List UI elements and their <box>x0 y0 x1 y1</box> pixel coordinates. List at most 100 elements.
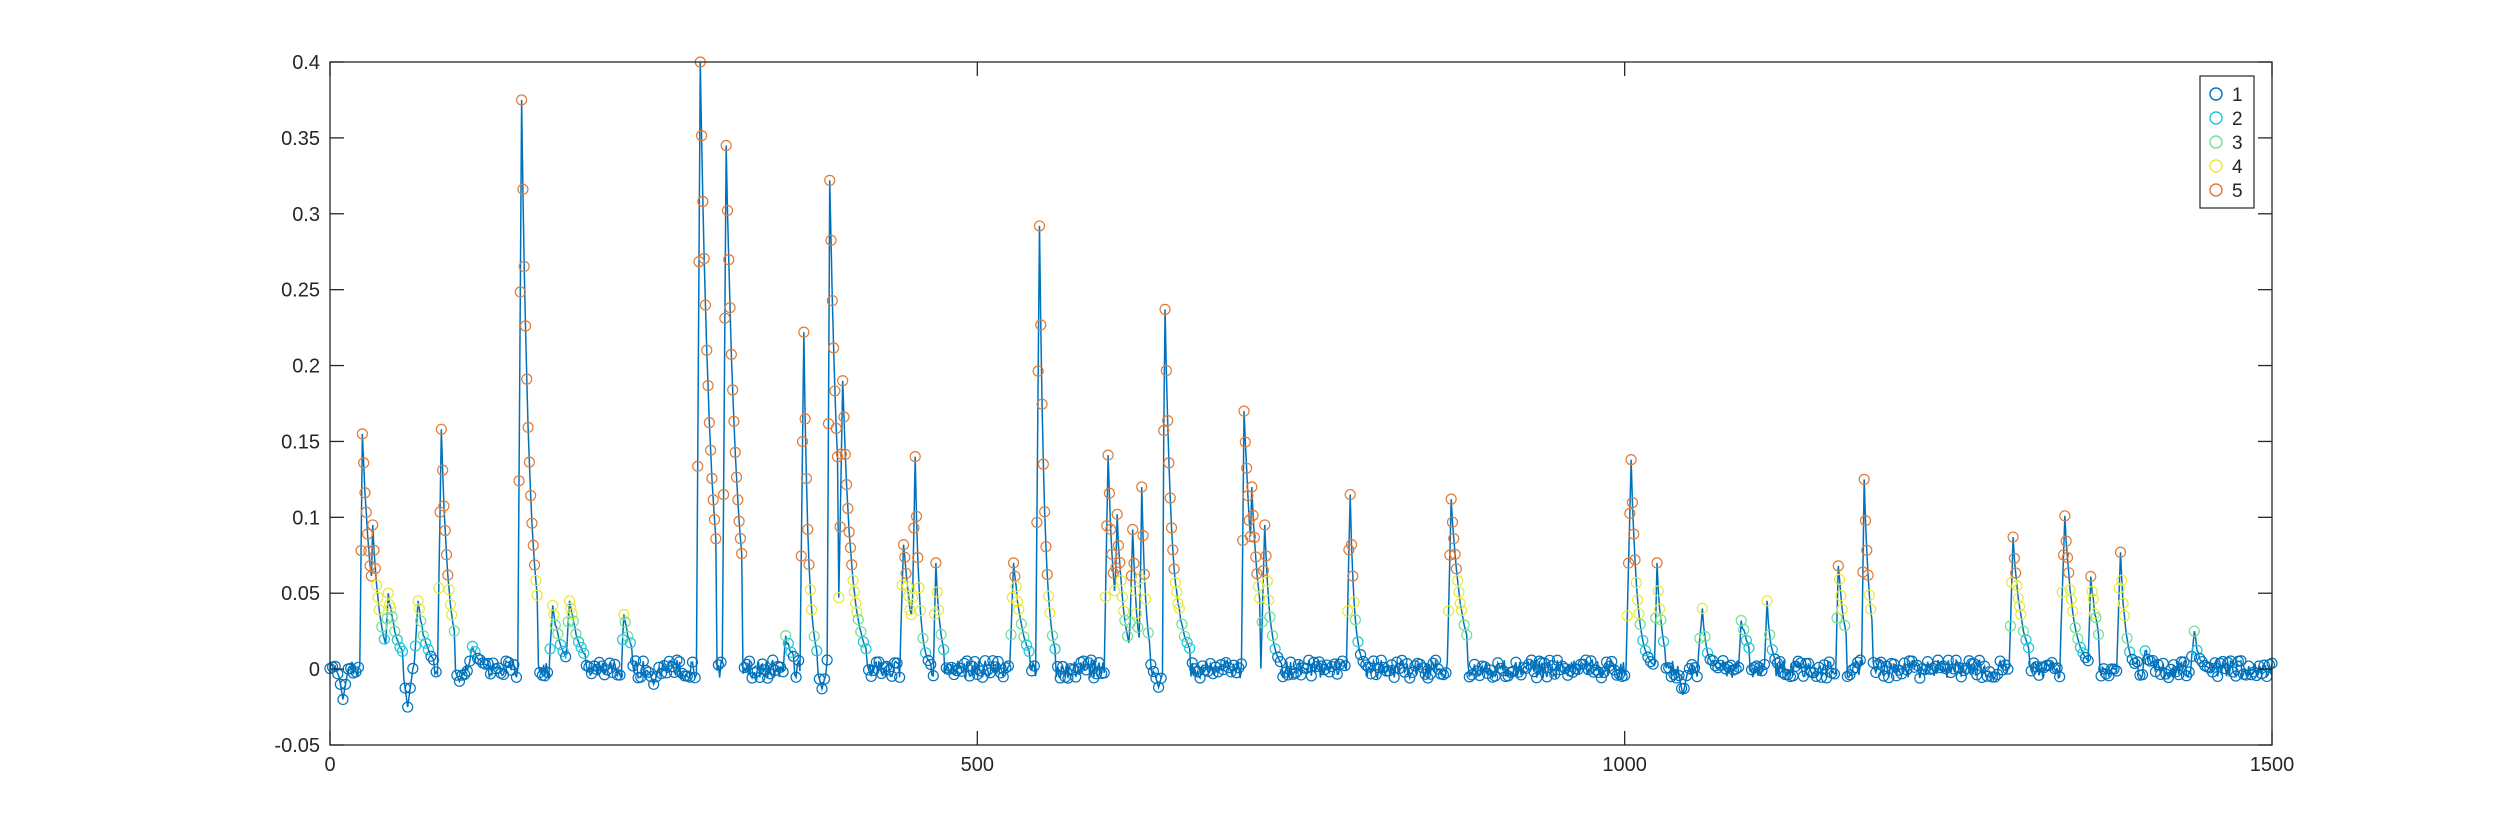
data-point-class-1 <box>1287 668 1299 680</box>
data-point-class-4 <box>833 592 845 604</box>
data-point-class-5 <box>367 519 379 531</box>
data-point-class-4 <box>1252 580 1264 593</box>
data-point-class-5 <box>1137 529 1149 542</box>
data-markers <box>324 56 2278 713</box>
data-point-class-1 <box>1782 668 1794 681</box>
data-point-class-5 <box>369 562 381 575</box>
data-point-class-5 <box>1859 515 1872 527</box>
data-point-class-5 <box>2007 531 2019 543</box>
data-point-class-5 <box>1251 568 1263 580</box>
data-point-class-5 <box>514 286 526 298</box>
legend-box <box>2199 75 2255 209</box>
axes-box <box>329 61 2273 746</box>
data-point-class-1 <box>1417 662 1429 674</box>
data-point-class-5 <box>1343 544 1355 556</box>
data-point-class-1 <box>614 669 626 681</box>
data-point-class-4 <box>2113 582 2125 594</box>
data-point-class-4 <box>372 591 384 604</box>
data-point-class-3 <box>1839 619 1851 632</box>
data-point-class-1 <box>1217 663 1229 676</box>
y-tick-label: 0.25 <box>281 280 320 302</box>
data-point-class-1 <box>1945 666 1957 679</box>
data-point-class-2 <box>466 640 479 652</box>
data-point-class-1 <box>1220 656 1232 669</box>
data-point-class-1 <box>715 656 727 668</box>
data-point-class-5 <box>798 326 810 338</box>
data-point-class-3 <box>1121 630 1134 642</box>
data-point-class-5 <box>730 471 743 483</box>
data-point-class-5 <box>1624 507 1636 520</box>
data-point-class-4 <box>848 586 860 598</box>
data-point-class-5 <box>439 524 451 537</box>
data-point-class-1 <box>1893 664 1905 676</box>
series-line <box>329 61 2273 708</box>
data-point-class-3 <box>2092 628 2105 641</box>
data-point-class-1 <box>503 656 515 669</box>
data-point-class-5 <box>518 260 530 273</box>
data-point-class-1 <box>1468 658 1481 671</box>
data-point-class-1 <box>1000 662 1012 674</box>
y-tick-label: 0.2 <box>292 356 320 378</box>
data-point-class-5 <box>356 428 368 440</box>
data-point-class-5 <box>1629 554 1641 566</box>
data-point-class-1 <box>1730 663 1742 675</box>
data-point-class-1 <box>1354 649 1367 661</box>
data-point-class-1 <box>2054 671 2066 683</box>
data-point-class-5 <box>2008 552 2020 564</box>
data-point-class-3 <box>1266 630 1279 642</box>
data-point-class-3 <box>808 630 820 642</box>
data-point-class-5 <box>725 348 737 360</box>
data-point-class-4 <box>1042 590 1055 602</box>
data-point-class-2 <box>919 647 932 659</box>
data-point-class-3 <box>386 611 398 623</box>
data-point-class-5 <box>1259 519 1271 531</box>
data-point-class-4 <box>2012 592 2024 604</box>
data-point-class-5 <box>2085 570 2097 583</box>
data-point-class-1 <box>606 666 618 679</box>
data-point-class-4 <box>1836 603 1848 616</box>
data-point-class-1 <box>2209 657 2221 669</box>
data-point-class-4 <box>906 591 919 604</box>
data-point-class-2 <box>391 634 403 646</box>
data-point-class-1 <box>982 664 994 676</box>
data-point-class-5 <box>2060 535 2072 547</box>
data-point-class-4 <box>2118 610 2131 622</box>
data-point-class-1 <box>2168 659 2180 671</box>
data-point-class-1 <box>2199 659 2211 672</box>
data-point-class-2 <box>860 643 872 655</box>
legend-marker <box>2209 183 2223 197</box>
data-point-class-1 <box>689 672 701 684</box>
data-point-class-4 <box>1116 591 1128 603</box>
axes: 0 500 1000 1500-0.0500.050.10.150.20.250.30… <box>274 52 2294 776</box>
data-point-class-5 <box>703 417 715 429</box>
data-point-class-1 <box>1228 659 1240 671</box>
data-point-class-5 <box>523 456 535 468</box>
data-point-class-5 <box>840 478 853 491</box>
data-point-class-3 <box>2090 612 2102 624</box>
data-point-class-1 <box>1028 660 1040 672</box>
y-tick-label: -0.05 <box>274 735 320 757</box>
data-point-class-1 <box>1779 668 1791 681</box>
data-point-class-4 <box>1173 602 1185 614</box>
data-point-class-1 <box>2082 655 2094 667</box>
data-point-class-1 <box>1155 672 1167 684</box>
data-point-class-1 <box>1538 657 1551 669</box>
data-point-class-5 <box>1446 516 1459 528</box>
data-point-class-5 <box>1040 541 1052 553</box>
data-point-class-4 <box>618 608 630 621</box>
data-point-class-4 <box>413 603 425 615</box>
data-point-class-1 <box>925 658 937 671</box>
data-point-class-1 <box>790 671 802 683</box>
data-point-class-5 <box>1861 544 1873 556</box>
data-point-class-1 <box>894 671 906 683</box>
data-point-class-5 <box>513 475 525 487</box>
data-point-class-5 <box>1039 506 1051 518</box>
data-point-class-4 <box>1171 586 1183 598</box>
data-point-class-4 <box>1011 596 1024 608</box>
data-point-class-1 <box>1409 660 1421 672</box>
data-point-class-5 <box>2061 551 2074 564</box>
data-point-class-5 <box>1858 473 1870 485</box>
y-tick-label: 0.1 <box>292 507 320 529</box>
legend: 1 2 3 4 5 <box>2199 75 2255 209</box>
plot-area <box>324 56 2278 713</box>
